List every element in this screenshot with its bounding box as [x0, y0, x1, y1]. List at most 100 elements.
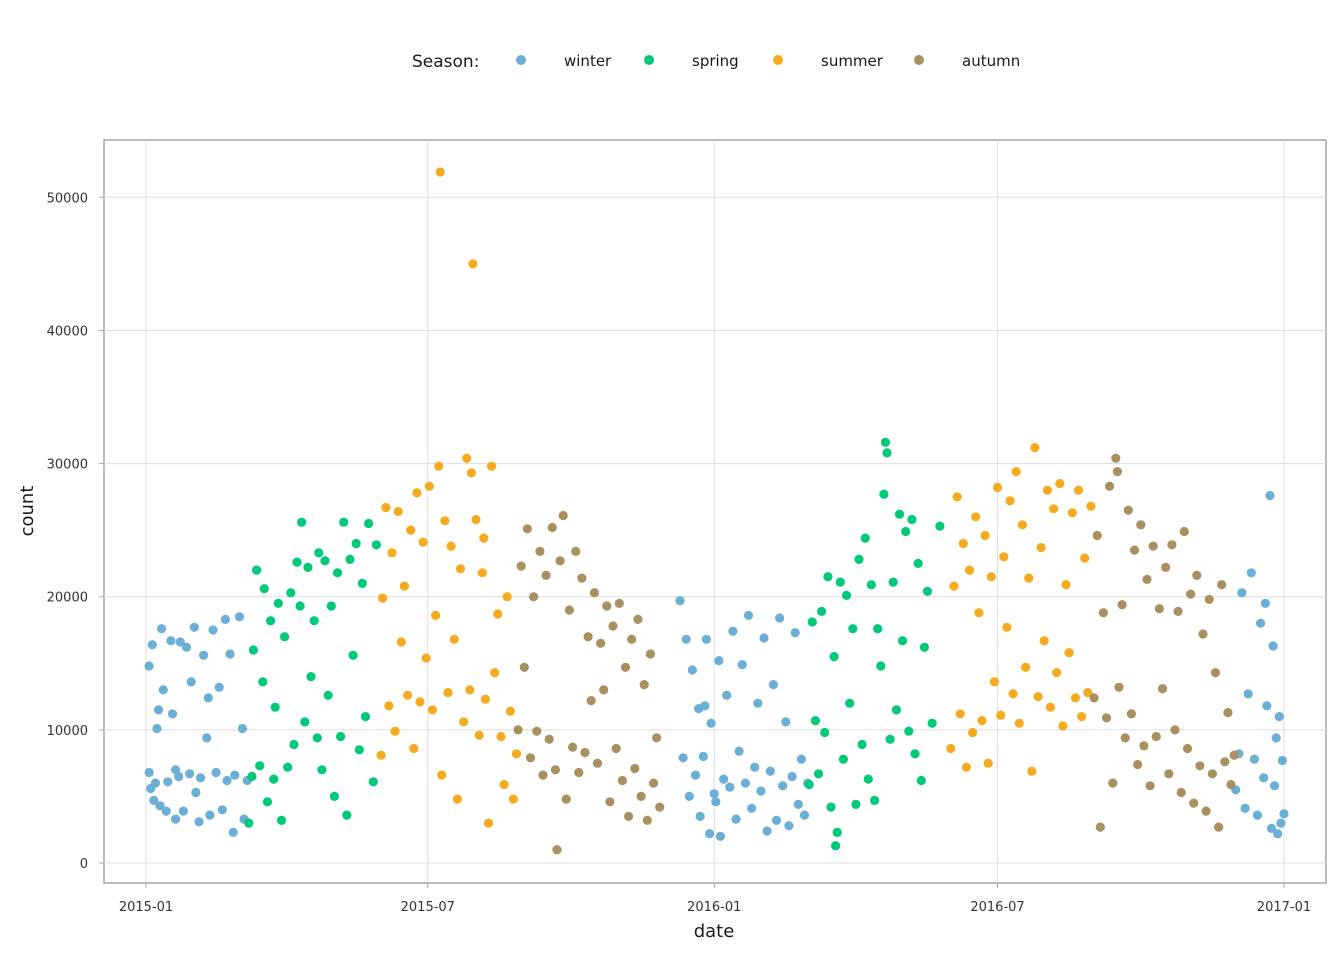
data-point-spring	[329, 791, 339, 802]
data-point-winter	[700, 701, 710, 711]
data-point-summer	[477, 568, 487, 578]
data-point-winter	[705, 829, 715, 839]
data-point-spring	[898, 636, 908, 646]
data-point-autumn	[1217, 580, 1227, 590]
data-point-autumn	[577, 573, 587, 583]
data-point-winter	[1271, 733, 1281, 743]
data-point-winter	[799, 810, 810, 820]
data-point-winter	[194, 817, 204, 827]
data-point-winter	[715, 831, 726, 842]
data-point-summer	[418, 537, 428, 547]
data-point-summer	[1052, 668, 1062, 678]
data-point-summer	[483, 818, 494, 828]
data-point-autumn	[1105, 481, 1115, 491]
data-point-summer	[974, 608, 984, 618]
data-point-summer	[955, 709, 965, 719]
data-point-spring	[317, 765, 327, 775]
legend-label-autumn: autumn	[962, 52, 1020, 70]
data-point-autumn	[544, 734, 554, 744]
data-point-spring	[807, 617, 817, 627]
data-point-spring	[863, 774, 873, 784]
data-point-winter	[1237, 588, 1247, 598]
data-point-summer	[487, 461, 497, 471]
data-point-summer	[493, 609, 503, 619]
legend-key-winter	[516, 55, 526, 65]
data-point-summer	[490, 668, 500, 678]
data-point-summer	[440, 516, 450, 526]
data-point-summer	[1080, 553, 1090, 563]
data-point-autumn	[525, 753, 536, 763]
y-tick-label: 20000	[47, 591, 88, 606]
data-point-winter	[787, 771, 797, 782]
data-point-spring	[870, 795, 880, 806]
data-point-winter	[1256, 618, 1266, 628]
data-point-spring	[851, 799, 861, 810]
data-point-summer	[996, 710, 1006, 720]
data-point-winter	[722, 690, 732, 700]
data-point-spring	[835, 577, 845, 587]
data-point-spring	[244, 818, 254, 828]
y-axis-title: count	[17, 486, 38, 537]
data-point-autumn	[535, 546, 545, 557]
data-point-summer	[952, 492, 962, 502]
data-point-winter	[1259, 773, 1269, 783]
data-point-winter	[157, 624, 167, 634]
data-point-spring	[860, 533, 870, 543]
data-point-winter	[202, 733, 212, 743]
data-point-summer	[468, 259, 478, 269]
data-point-spring	[916, 775, 926, 786]
data-point-spring	[820, 727, 830, 738]
data-point-winter	[1262, 701, 1272, 711]
data-point-summer	[499, 779, 509, 790]
data-point-spring	[876, 661, 886, 671]
data-point-summer	[406, 525, 416, 535]
data-point-spring	[286, 588, 296, 598]
data-point-summer	[381, 502, 391, 513]
data-point-winter	[171, 814, 181, 824]
data-point-winter	[781, 717, 791, 727]
data-point-autumn	[1195, 761, 1205, 771]
data-point-spring	[838, 754, 849, 764]
data-point-autumn	[1136, 520, 1146, 530]
data-point-autumn	[1095, 822, 1105, 832]
legend-label-summer: summer	[821, 52, 884, 70]
y-tick-label: 50000	[47, 191, 88, 206]
x-axis-title: date	[694, 921, 735, 942]
data-point-autumn	[630, 763, 640, 774]
data-point-winter	[1243, 689, 1253, 699]
data-point-winter	[756, 786, 766, 796]
data-points	[144, 167, 1289, 855]
data-point-spring	[913, 558, 923, 569]
data-point-summer	[1002, 622, 1012, 632]
data-point-summer	[949, 581, 959, 591]
data-point-summer	[431, 610, 441, 621]
x-tick-label: 2017-01	[1257, 900, 1311, 915]
x-axis-ticks: 2015-01 2015-07 2016-01 2016-07 2017-01	[119, 883, 1311, 915]
data-point-spring	[866, 580, 877, 590]
data-point-spring	[832, 827, 842, 838]
data-point-autumn	[645, 649, 656, 659]
data-point-winter	[234, 612, 244, 622]
data-point-winter	[150, 778, 160, 788]
data-point-winter	[155, 801, 165, 811]
data-point-winter	[191, 787, 201, 798]
data-point-autumn	[1089, 693, 1099, 703]
data-point-autumn	[1154, 604, 1164, 614]
data-point-spring	[280, 632, 290, 642]
data-point-autumn	[547, 522, 557, 533]
data-point-spring	[841, 590, 852, 601]
data-point-autumn	[580, 747, 590, 758]
plot-panel	[103, 139, 1327, 884]
data-point-summer	[1058, 721, 1068, 731]
data-point-summer	[1061, 580, 1071, 590]
data-point-summer	[415, 697, 425, 707]
data-point-autumn	[1114, 682, 1124, 692]
data-point-winter	[701, 634, 712, 644]
data-point-summer	[971, 512, 981, 522]
data-point-autumn	[652, 733, 662, 743]
data-point-winter	[230, 770, 240, 780]
data-point-winter	[147, 640, 157, 650]
data-point-winter	[161, 806, 171, 816]
data-point-autumn	[1210, 668, 1221, 678]
